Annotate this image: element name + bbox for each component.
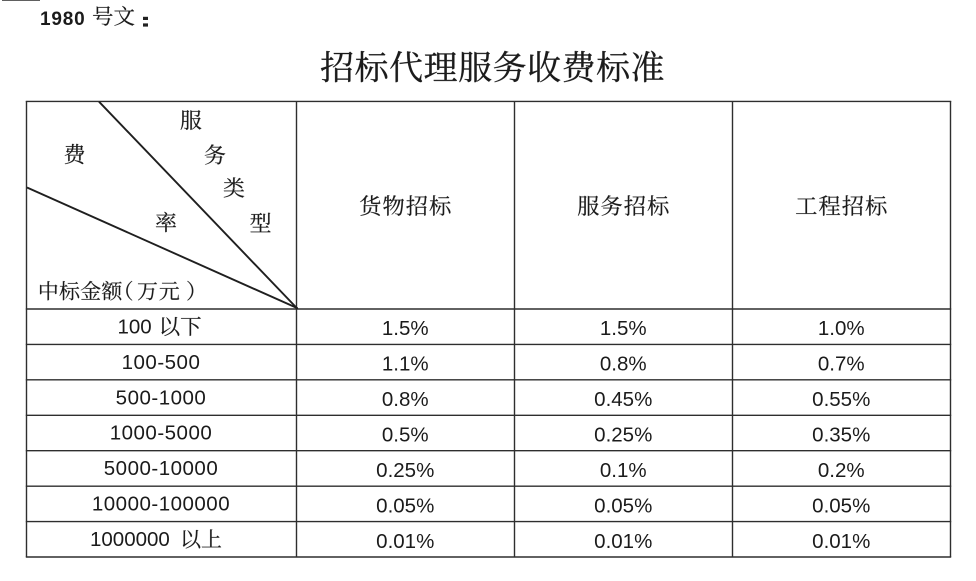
svg-text:1.5%: 1.5% (382, 317, 429, 340)
svg-text:0.5%: 0.5% (382, 423, 429, 446)
svg-text:0.8%: 0.8% (600, 353, 647, 376)
svg-text:1.0%: 1.0% (818, 317, 865, 340)
svg-text:0.25%: 0.25% (594, 423, 652, 446)
svg-text:1.1%: 1.1% (382, 353, 429, 376)
svg-text:0.01%: 0.01% (812, 530, 870, 553)
svg-text:0.1%: 0.1% (600, 459, 647, 482)
svg-text:100-500: 100-500 (122, 351, 201, 374)
svg-text:0.7%: 0.7% (818, 353, 865, 376)
svg-text:100: 100 (118, 315, 152, 338)
svg-text:0.01%: 0.01% (594, 530, 652, 553)
svg-text:0.2%: 0.2% (818, 459, 865, 482)
svg-text:0.05%: 0.05% (812, 494, 870, 517)
svg-text:0.55%: 0.55% (812, 388, 870, 411)
svg-text:0.35%: 0.35% (812, 423, 870, 446)
svg-text:500-1000: 500-1000 (116, 386, 207, 409)
svg-text:0.45%: 0.45% (594, 388, 652, 411)
svg-text:1.5%: 1.5% (600, 317, 647, 340)
svg-text:0.8%: 0.8% (382, 388, 429, 411)
svg-text:1000000: 1000000 (90, 528, 170, 551)
svg-text:10000-100000: 10000-100000 (92, 493, 230, 516)
svg-text:1000-5000: 1000-5000 (110, 422, 213, 445)
svg-text:0.05%: 0.05% (594, 494, 652, 517)
svg-text:0.25%: 0.25% (376, 459, 434, 482)
svg-text:5000-10000: 5000-10000 (104, 457, 218, 480)
svg-text:0.05%: 0.05% (376, 494, 434, 517)
svg-text:1980: 1980 (40, 9, 85, 30)
svg-text:0.01%: 0.01% (376, 530, 434, 553)
